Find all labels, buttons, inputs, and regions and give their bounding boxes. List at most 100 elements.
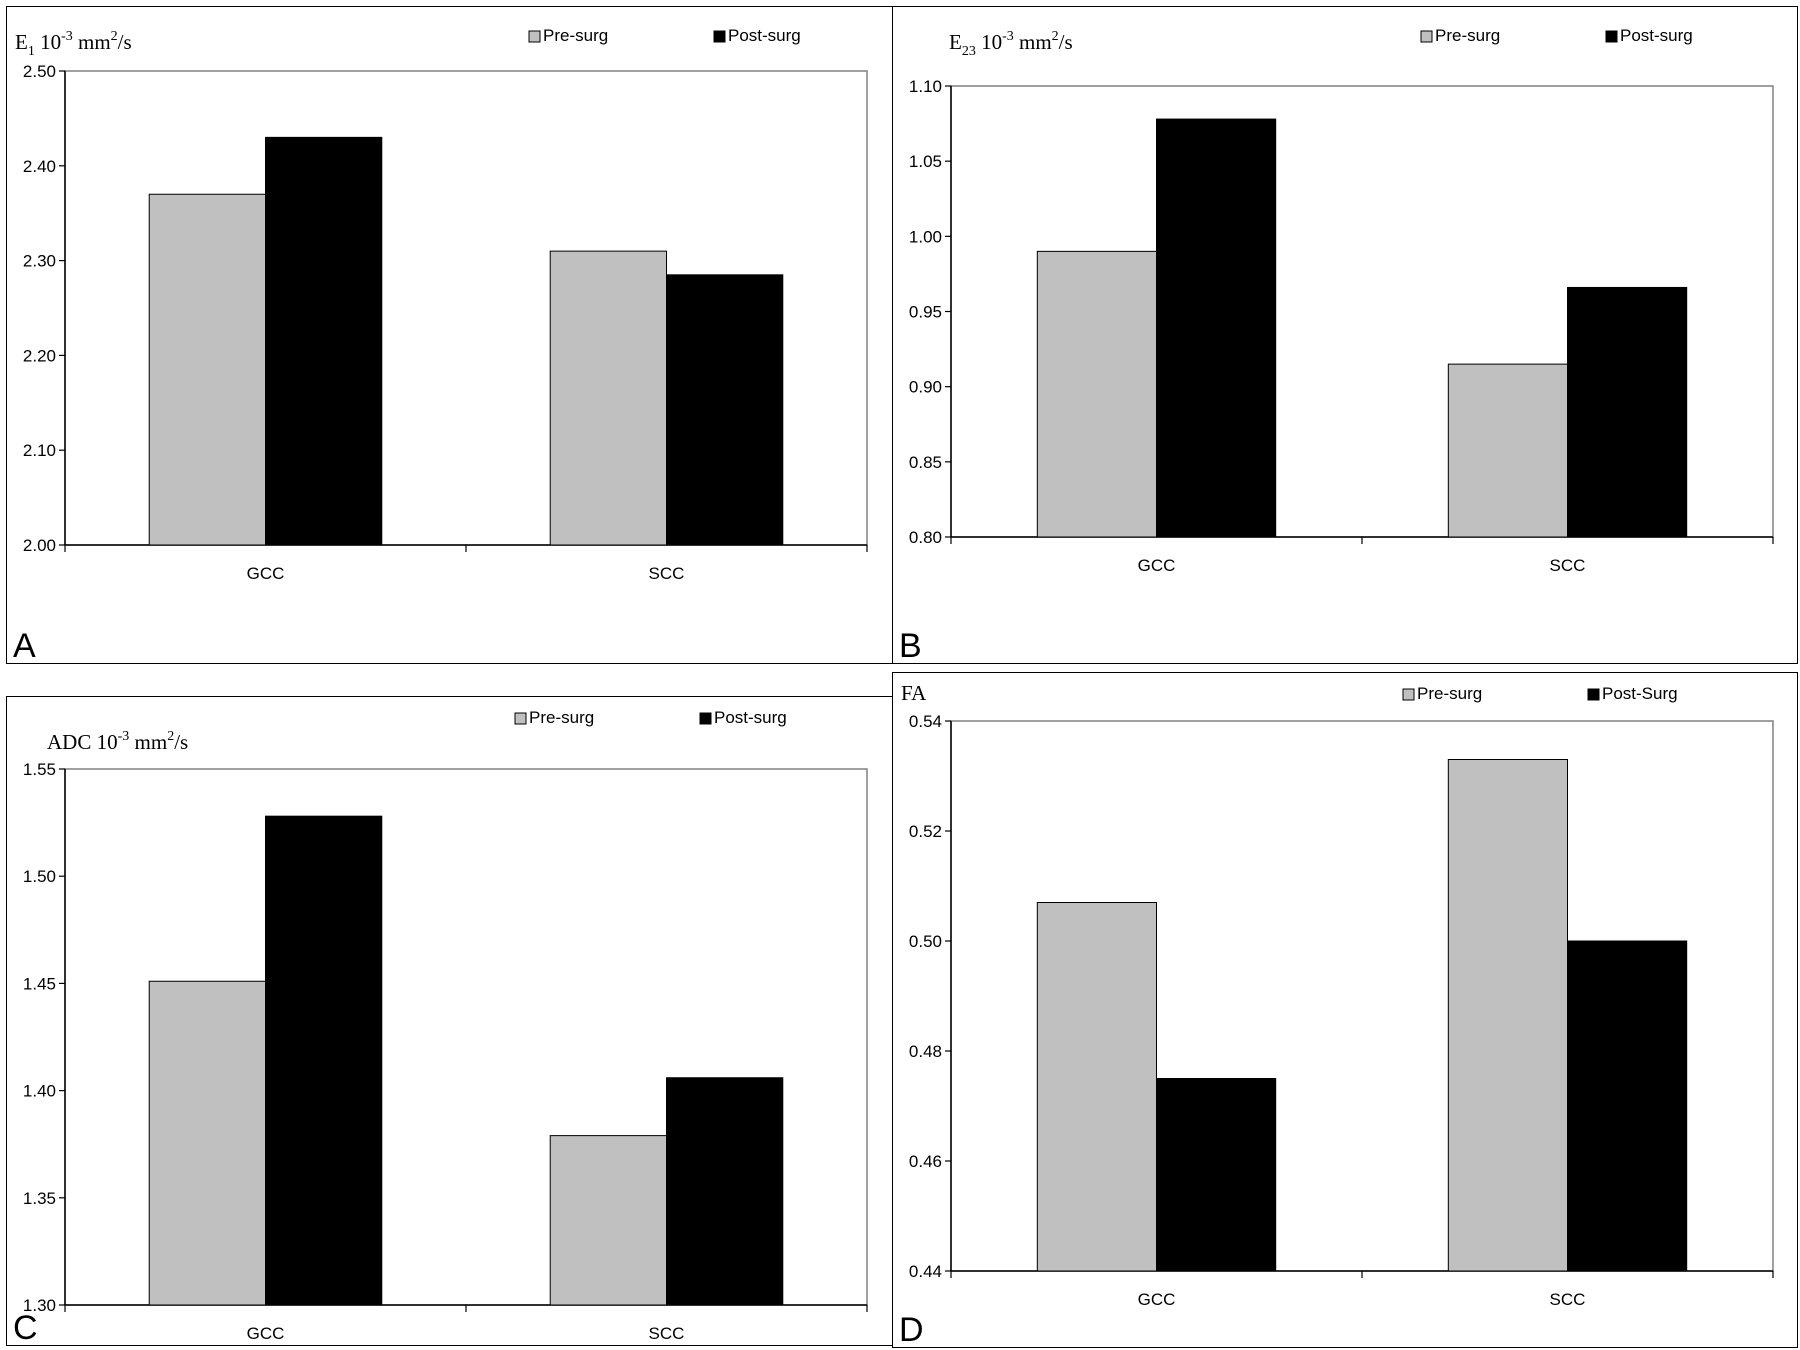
- title-superscript: -3: [61, 29, 73, 44]
- y-tick-label: 1.50: [23, 867, 56, 886]
- legend-swatch-post-surg: [1605, 30, 1618, 43]
- title-text: 10: [91, 730, 117, 754]
- title-subscript: 1: [28, 44, 35, 59]
- y-tick-label: 2.30: [23, 252, 56, 271]
- chart-title: E23 10-3 mm2/s: [949, 29, 1073, 59]
- chart-panel-b: 0.80 0.85 0.90 0.95 1.00 1.05 1.10 GCC SCC E23 10…: [892, 6, 1798, 665]
- chart-title: ADC 10-3 mm2/s: [47, 729, 188, 754]
- legend-label: Pre-surg: [543, 26, 608, 45]
- title-text: 10: [976, 30, 1002, 54]
- bar-post-surg-scc: [1567, 286, 1688, 538]
- y-tick-label: 2.40: [23, 157, 56, 176]
- chart-title: FA: [901, 681, 927, 705]
- legend-swatch-post-surg: [699, 712, 712, 725]
- title-unit-superscript: 2: [1052, 29, 1059, 44]
- x-category-label: SCC: [1550, 556, 1586, 575]
- bar-pre-surg-gcc: [1036, 902, 1157, 1272]
- title-base: FA: [901, 681, 927, 705]
- y-tick-label: 1.45: [23, 974, 56, 993]
- y-tick-label: 2.00: [23, 536, 56, 555]
- chart-title: E1 10-3 mm2/s: [15, 29, 132, 59]
- legend-swatch-pre-surg: [528, 30, 541, 43]
- bar-post-surg-gcc: [265, 136, 383, 546]
- bar-pre-surg-scc: [549, 1135, 668, 1306]
- title-unit: mm: [1014, 30, 1052, 54]
- title-tail: /s: [1059, 30, 1073, 54]
- y-tick-label: 0.46: [909, 1152, 942, 1171]
- x-category-label: GCC: [1138, 556, 1176, 575]
- title-subscript: 23: [962, 44, 976, 59]
- chart-panel-a: 2.00 2.10 2.20 2.30 2.40 2.50 GCC SCC E1 10-3 mm…: [6, 6, 894, 665]
- legend-label: Post-surg: [1620, 26, 1693, 45]
- legend-label: Post-Surg: [1602, 684, 1678, 703]
- x-category-label: GCC: [247, 1324, 285, 1343]
- title-base: E: [949, 30, 962, 54]
- legend-label: Post-surg: [714, 708, 787, 727]
- y-tick-label: 0.48: [909, 1042, 942, 1061]
- title-unit: mm: [129, 730, 167, 754]
- bar-pre-surg-scc: [549, 250, 668, 546]
- y-tick-label: 1.30: [23, 1296, 56, 1315]
- legend-swatch-pre-surg: [1420, 30, 1433, 43]
- bar-pre-surg-scc: [1447, 759, 1568, 1272]
- chart-panel-d: 0.44 0.46 0.48 0.50 0.52 0.54 GCC SCC FA Pre-surg…: [892, 672, 1798, 1349]
- y-tick-label: 0.85: [909, 453, 942, 472]
- chart-a-svg: 2.00 2.10 2.20 2.30 2.40 2.50 GCC SCC E1 10-3 mm…: [13, 26, 868, 665]
- chart-panel-c: 1.30 1.35 1.40 1.45 1.50 1.55 GCC SCC ADC 10-3 m…: [6, 696, 894, 1347]
- x-category-label: GCC: [1138, 1290, 1176, 1309]
- x-category-label: SCC: [649, 1324, 685, 1343]
- legend-label: Post-surg: [728, 26, 801, 45]
- title-text: 10: [35, 30, 61, 54]
- y-tick-label: 0.52: [909, 822, 942, 841]
- y-tick-label: 1.00: [909, 227, 942, 246]
- title-base: E: [15, 30, 28, 54]
- legend-label: Pre-surg: [1417, 684, 1482, 703]
- panel-letter: B: [899, 627, 922, 665]
- y-tick-label: 1.10: [909, 77, 942, 96]
- y-tick-label: 1.55: [23, 760, 56, 779]
- y-tick-label: 0.44: [909, 1262, 942, 1281]
- title-unit-superscript: 2: [111, 29, 118, 44]
- title-unit-superscript: 2: [167, 729, 174, 744]
- panel-letter: A: [13, 627, 36, 665]
- bar-post-surg-gcc: [1156, 1078, 1277, 1272]
- title-tail: /s: [174, 730, 188, 754]
- bar-pre-surg-gcc: [148, 193, 267, 546]
- chart-b-svg: 0.80 0.85 0.90 0.95 1.00 1.05 1.10 GCC SCC E23 10…: [899, 26, 1774, 665]
- y-tick-label: 1.40: [23, 1082, 56, 1101]
- chart-c-svg: 1.30 1.35 1.40 1.45 1.50 1.55 GCC SCC ADC 10-3 m…: [13, 708, 868, 1347]
- title-superscript: -3: [1002, 29, 1014, 44]
- title-unit: mm: [73, 30, 111, 54]
- bar-pre-surg-scc: [1447, 363, 1568, 538]
- y-tick-label: 0.90: [909, 378, 942, 397]
- bar-post-surg-scc: [666, 1077, 784, 1306]
- y-tick-label: 2.50: [23, 62, 56, 81]
- y-tick-label: 0.80: [909, 528, 942, 547]
- legend-label: Pre-surg: [529, 708, 594, 727]
- title-base: ADC: [47, 730, 91, 754]
- y-tick-label: 0.50: [909, 932, 942, 951]
- panel-letter: C: [13, 1309, 38, 1347]
- chart-d-svg: 0.44 0.46 0.48 0.50 0.52 0.54 GCC SCC FA Pre-surg…: [899, 681, 1774, 1349]
- bar-post-surg-gcc: [265, 815, 383, 1306]
- legend-swatch-post-surg: [713, 30, 726, 43]
- title-superscript: -3: [118, 729, 130, 744]
- x-category-label: SCC: [1550, 1290, 1586, 1309]
- y-tick-label: 0.54: [909, 712, 942, 731]
- y-tick-label: 2.20: [23, 346, 56, 365]
- y-tick-label: 1.35: [23, 1189, 56, 1208]
- legend-label: Pre-surg: [1435, 26, 1500, 45]
- x-category-label: GCC: [247, 564, 285, 583]
- y-tick-label: 1.05: [909, 152, 942, 171]
- legend-swatch-pre-surg: [1402, 688, 1415, 701]
- bar-post-surg-gcc: [1156, 118, 1277, 538]
- title-tail: /s: [118, 30, 132, 54]
- panel-letter: D: [899, 1311, 924, 1349]
- bar-pre-surg-gcc: [1036, 250, 1157, 538]
- legend-swatch-post-surg: [1587, 688, 1600, 701]
- bar-post-surg-scc: [1567, 940, 1688, 1272]
- x-category-label: SCC: [649, 564, 685, 583]
- bar-pre-surg-gcc: [148, 980, 267, 1306]
- legend-swatch-pre-surg: [514, 712, 527, 725]
- y-tick-label: 2.10: [23, 441, 56, 460]
